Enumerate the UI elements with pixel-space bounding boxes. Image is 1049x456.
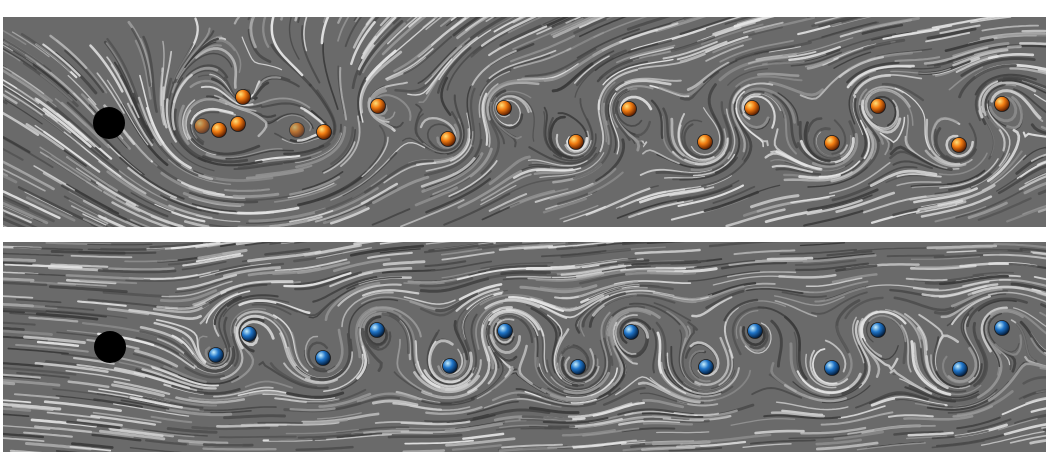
vortex-marker [289, 122, 305, 138]
vortex-marker [235, 89, 251, 105]
vortex-marker [496, 100, 512, 116]
vortex-marker [568, 134, 584, 150]
vortex-marker [315, 350, 331, 366]
vortex-marker [230, 116, 246, 132]
vortex-marker [994, 320, 1010, 336]
top-flow-panel [3, 17, 1046, 227]
vortex-marker [621, 101, 637, 117]
vortex-marker [442, 358, 458, 374]
vortex-markers [208, 320, 1010, 377]
cylinder-obstacle [94, 331, 126, 363]
bottom-flow-visualization [3, 242, 1046, 452]
vortex-marker [697, 134, 713, 150]
vortex-marker [369, 322, 385, 338]
vortex-marker [194, 118, 210, 134]
vortex-marker [870, 322, 886, 338]
vortex-marker [698, 359, 714, 375]
flow-streamlines [3, 242, 1046, 452]
vortex-marker [497, 323, 513, 339]
bottom-flow-panel [3, 242, 1046, 452]
vortex-marker [440, 131, 456, 147]
cylinder-obstacle [93, 107, 125, 139]
flow-streamlines [3, 17, 1046, 227]
top-flow-visualization [3, 17, 1046, 227]
vortex-marker [570, 359, 586, 375]
vortex-marker [208, 347, 224, 363]
vortex-marker [744, 100, 760, 116]
vortex-marker [994, 96, 1010, 112]
vortex-marker [241, 326, 257, 342]
vortex-marker [952, 361, 968, 377]
vortex-markers [194, 89, 1010, 153]
vortex-marker [824, 135, 840, 151]
vortex-marker [316, 124, 332, 140]
vortex-marker [824, 360, 840, 376]
vortex-marker [747, 323, 763, 339]
vortex-marker [370, 98, 386, 114]
vortex-marker [951, 137, 967, 153]
vortex-marker [211, 122, 227, 138]
vortex-marker [623, 324, 639, 340]
vortex-marker [870, 98, 886, 114]
